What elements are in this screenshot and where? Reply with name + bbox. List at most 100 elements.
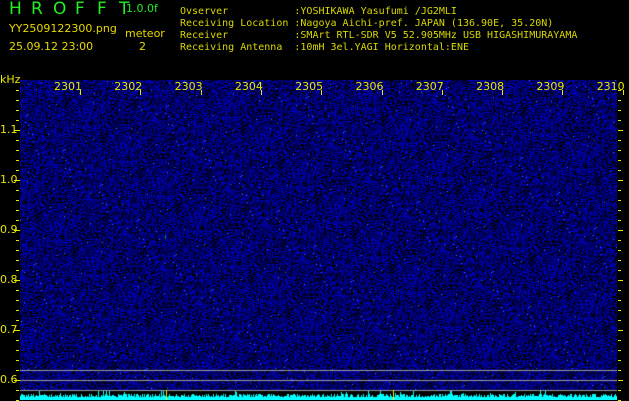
- y-tick-mark-right: [618, 370, 621, 371]
- x-tick-label: 2310: [596, 80, 625, 93]
- info-antenna: Receiving Antenna :10mH 3el.YAGI Horizon…: [180, 42, 469, 53]
- filename: YY2509122300.png: [9, 22, 117, 35]
- title-letter: O: [53, 0, 67, 19]
- y-tick-mark-right: [618, 270, 621, 271]
- y-tick-mark-right: [618, 150, 621, 151]
- y-tick-mark: [16, 150, 19, 151]
- y-tick-mark: [16, 290, 19, 291]
- title-letter: H: [9, 0, 22, 19]
- y-tick-mark: [16, 170, 19, 171]
- x-tick-mark: [502, 90, 504, 95]
- y-tick-mark-right: [618, 90, 621, 91]
- x-tick-mark: [562, 90, 564, 95]
- y-tick-mark-right: [618, 380, 623, 381]
- y-tick-mark: [16, 160, 19, 161]
- y-tick-mark-right: [618, 350, 621, 351]
- y-tick-label: 0.9: [0, 223, 18, 236]
- y-tick-mark: [16, 110, 19, 111]
- y-tick-mark-right: [618, 290, 621, 291]
- x-tick-mark: [140, 90, 142, 95]
- x-tick-mark: [260, 90, 262, 95]
- x-tick-label: 2301: [54, 80, 82, 93]
- datetime: 25.09.12 23:00: [9, 40, 94, 53]
- y-tick-mark: [16, 90, 19, 91]
- y-tick-mark: [16, 270, 19, 271]
- title-letter: F: [97, 0, 107, 19]
- y-tick-mark: [16, 350, 19, 351]
- y-tick-mark-right: [618, 300, 621, 301]
- y-tick-mark: [16, 240, 19, 241]
- title-letter: R: [31, 0, 43, 19]
- y-tick-mark-right: [618, 210, 621, 211]
- y-tick-mark: [16, 100, 19, 101]
- y-tick-mark: [16, 300, 19, 301]
- y-tick-mark: [14, 280, 20, 281]
- x-tick-mark: [622, 90, 624, 95]
- meteor-count: 2: [139, 40, 146, 53]
- y-tick-mark: [16, 140, 19, 141]
- y-tick-mark-right: [618, 340, 621, 341]
- y-tick-mark-right: [618, 260, 621, 261]
- y-tick-mark-right: [618, 280, 623, 281]
- y-tick-mark-right: [618, 130, 623, 131]
- y-tick-mark: [14, 130, 20, 131]
- x-tick-label: 2304: [234, 80, 263, 93]
- y-tick-mark: [16, 220, 19, 221]
- y-tick-mark: [16, 370, 19, 371]
- y-tick-mark-right: [618, 310, 621, 311]
- y-tick-mark-right: [618, 110, 621, 111]
- y-tick-mark: [16, 340, 19, 341]
- title-letter: F: [75, 0, 85, 19]
- y-tick-label: 0.7: [0, 323, 18, 336]
- x-tick-label: 2306: [355, 80, 384, 93]
- y-tick-mark: [14, 180, 20, 181]
- y-tick-mark-right: [618, 360, 621, 361]
- waterfall-spectrogram: [20, 80, 617, 400]
- y-tick-mark-right: [618, 160, 621, 161]
- y-tick-mark-right: [618, 390, 621, 391]
- x-tick-label: 2307: [415, 80, 444, 93]
- y-tick-mark-right: [618, 320, 621, 321]
- x-tick-mark: [80, 90, 81, 95]
- y-tick-mark-right: [618, 200, 621, 201]
- y-tick-mark-right: [618, 220, 621, 221]
- y-tick-mark: [16, 260, 19, 261]
- y-tick-mark: [16, 190, 19, 191]
- info-receiver: Receiver :SMArt RTL-SDR V5 52.905MHz USB…: [180, 30, 578, 41]
- x-tick-mark: [381, 90, 383, 95]
- y-tick-mark: [16, 360, 19, 361]
- y-tick-label: 1.0: [0, 173, 18, 186]
- x-tick-mark: [200, 90, 202, 95]
- y-tick-mark: [16, 200, 19, 201]
- y-tick-label: 1.1: [0, 123, 18, 136]
- y-tick-mark: [16, 310, 19, 311]
- y-tick-mark: [16, 250, 19, 251]
- x-tick-mark: [441, 90, 443, 95]
- y-tick-mark-right: [618, 330, 623, 331]
- title-letter: T: [119, 0, 130, 19]
- y-tick-mark-right: [618, 190, 621, 191]
- y-tick-mark: [14, 230, 20, 231]
- info-location: Receiving Location :Nagoya Aichi-pref. J…: [180, 18, 554, 29]
- y-tick-label: 0.8: [0, 273, 18, 286]
- x-tick-mark: [321, 90, 323, 95]
- y-tick-mark-right: [618, 180, 623, 181]
- version-label: 1.0.0f: [126, 2, 158, 15]
- info-observer: Ovserver :YOSHIKAWA Yasufumi /JG2MLI: [180, 6, 457, 17]
- y-unit-label: kHz: [0, 73, 21, 86]
- y-tick-mark-right: [618, 230, 623, 231]
- x-tick-label: 2305: [295, 80, 324, 93]
- y-tick-mark: [16, 120, 19, 121]
- y-tick-mark: [16, 210, 19, 211]
- y-tick-mark-right: [618, 250, 621, 251]
- x-tick-label: 2303: [174, 80, 203, 93]
- x-tick-label: 2309: [536, 80, 565, 93]
- y-tick-mark-right: [618, 240, 621, 241]
- y-tick-label: 0.6: [0, 373, 18, 386]
- y-tick-mark-right: [618, 100, 621, 101]
- y-tick-mark: [16, 320, 19, 321]
- y-tick-mark: [16, 390, 19, 391]
- meteor-label: meteor: [125, 27, 165, 40]
- y-tick-mark: [14, 380, 20, 381]
